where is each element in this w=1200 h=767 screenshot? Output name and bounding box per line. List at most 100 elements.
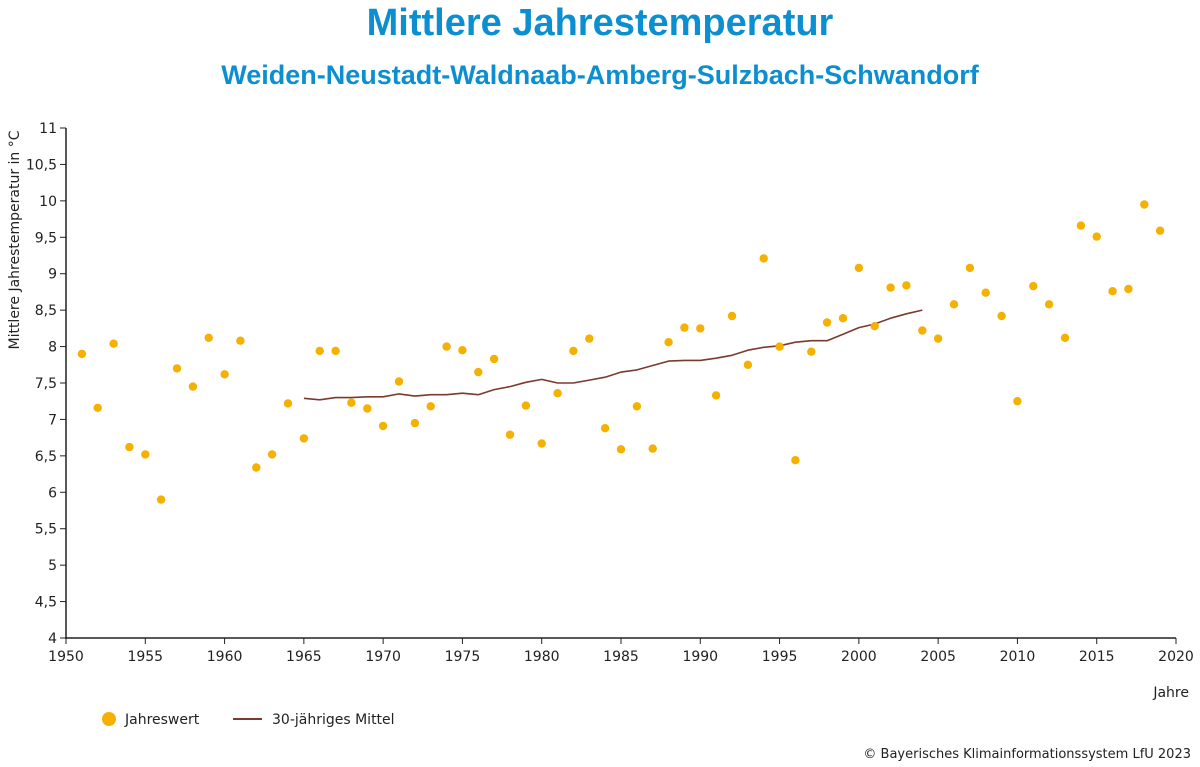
data-point [664, 338, 673, 347]
data-point [315, 346, 324, 356]
data-point [442, 342, 451, 351]
data-point [632, 402, 642, 411]
y-tick-label: 5,5 [35, 522, 57, 538]
data-point [77, 349, 87, 359]
data-point [569, 346, 578, 356]
data-point [426, 402, 435, 411]
x-tick-label: 1955 [127, 649, 163, 665]
data-point [918, 326, 927, 335]
chart-title: Mittlere Jahrestemperatur [366, 2, 834, 44]
data-point [759, 254, 768, 263]
data-point [267, 450, 277, 459]
x-tick-label: 2015 [1079, 649, 1115, 665]
data-point [331, 346, 340, 356]
data-point [711, 391, 721, 400]
x-tick-label: 1965 [286, 649, 322, 665]
data-point [1060, 333, 1070, 342]
legend-mittel-label: 30-jähriges Mittel [272, 712, 395, 728]
y-tick-label: 8 [48, 340, 57, 356]
data-point [997, 311, 1006, 321]
x-tick-label: 1995 [762, 649, 798, 665]
data-point [933, 334, 943, 343]
y-tick-label: 5 [48, 558, 57, 574]
y-tick-label: 10,5 [26, 157, 57, 173]
data-point [378, 421, 388, 431]
data-point [1029, 281, 1038, 291]
data-point [822, 318, 832, 327]
data-point [156, 495, 166, 504]
x-tick-label: 1985 [603, 649, 639, 665]
data-point [1013, 397, 1022, 406]
mean-line-path [303, 309, 923, 401]
data-point [775, 342, 784, 351]
data-point [505, 430, 515, 439]
copyright-text: © Bayerisches Klimainformationssystem Lf… [863, 747, 1191, 762]
data-point [474, 367, 483, 377]
data-point [93, 403, 102, 412]
data-point [363, 404, 372, 413]
data-point [1044, 300, 1054, 309]
data-point [172, 364, 182, 373]
y-tick-label: 7,5 [35, 376, 57, 392]
data-point [886, 283, 895, 292]
y-tick-label: 9,5 [35, 230, 57, 246]
y-tick-label: 10 [39, 194, 57, 210]
data-point [188, 382, 198, 391]
data-point [1108, 287, 1117, 296]
data-point [394, 377, 404, 386]
data-point [521, 401, 531, 410]
legend: Jahreswert 30-jähriges Mittel [102, 712, 395, 728]
data-point [870, 322, 879, 331]
data-point [600, 424, 610, 433]
data-point [648, 444, 657, 453]
y-tick-label: 4,5 [35, 595, 57, 611]
data-point [458, 346, 467, 355]
data-point [1124, 284, 1133, 294]
x-tick-label: 2020 [1158, 649, 1194, 665]
y-tick-label: 9 [48, 267, 57, 283]
data-point [902, 281, 911, 290]
legend-jahreswert-marker [102, 712, 116, 726]
data-point [204, 333, 213, 342]
data-point [1076, 221, 1086, 230]
y-tick-label: 4 [48, 631, 57, 647]
data-point [1092, 232, 1101, 241]
x-tick-label: 1980 [524, 649, 560, 665]
y-tick-label: 7 [48, 412, 57, 428]
y-tick-label: 6,5 [35, 449, 57, 465]
x-axis-label: Jahre [1152, 685, 1189, 701]
data-point [553, 389, 562, 398]
data-point [1140, 200, 1149, 209]
x-tick-label: 1960 [207, 649, 243, 665]
x-tick-label: 1975 [445, 649, 481, 665]
data-point [252, 463, 261, 472]
data-point [585, 334, 594, 343]
data-point [807, 347, 816, 356]
x-tick-label: 1990 [682, 649, 718, 665]
y-tick-label: 11 [39, 121, 57, 137]
data-point [727, 311, 737, 321]
data-point [743, 360, 753, 369]
data-point [854, 263, 864, 273]
axes [65, 128, 1176, 639]
series-30-jahriges-mittel [303, 309, 923, 401]
data-point [537, 439, 546, 448]
data-point [838, 314, 848, 323]
data-point [616, 445, 626, 454]
data-point [283, 399, 293, 408]
y-tick-label: 8,5 [35, 303, 57, 319]
series-jahreswert [77, 200, 1165, 504]
x-axis-ticks: 1950 1955 1960 1965 1970 1975 1980 1985 1990 1995… [48, 638, 1194, 665]
data-point [347, 398, 356, 407]
data-point [680, 323, 689, 332]
data-point [965, 263, 975, 273]
data-point [696, 324, 705, 333]
data-point [125, 442, 134, 452]
data-point [141, 450, 150, 459]
data-point [791, 456, 800, 465]
x-tick-label: 2000 [841, 649, 877, 665]
data-point [109, 339, 118, 348]
data-point [236, 336, 245, 345]
x-tick-label: 2010 [1000, 649, 1036, 665]
data-point [299, 434, 309, 443]
